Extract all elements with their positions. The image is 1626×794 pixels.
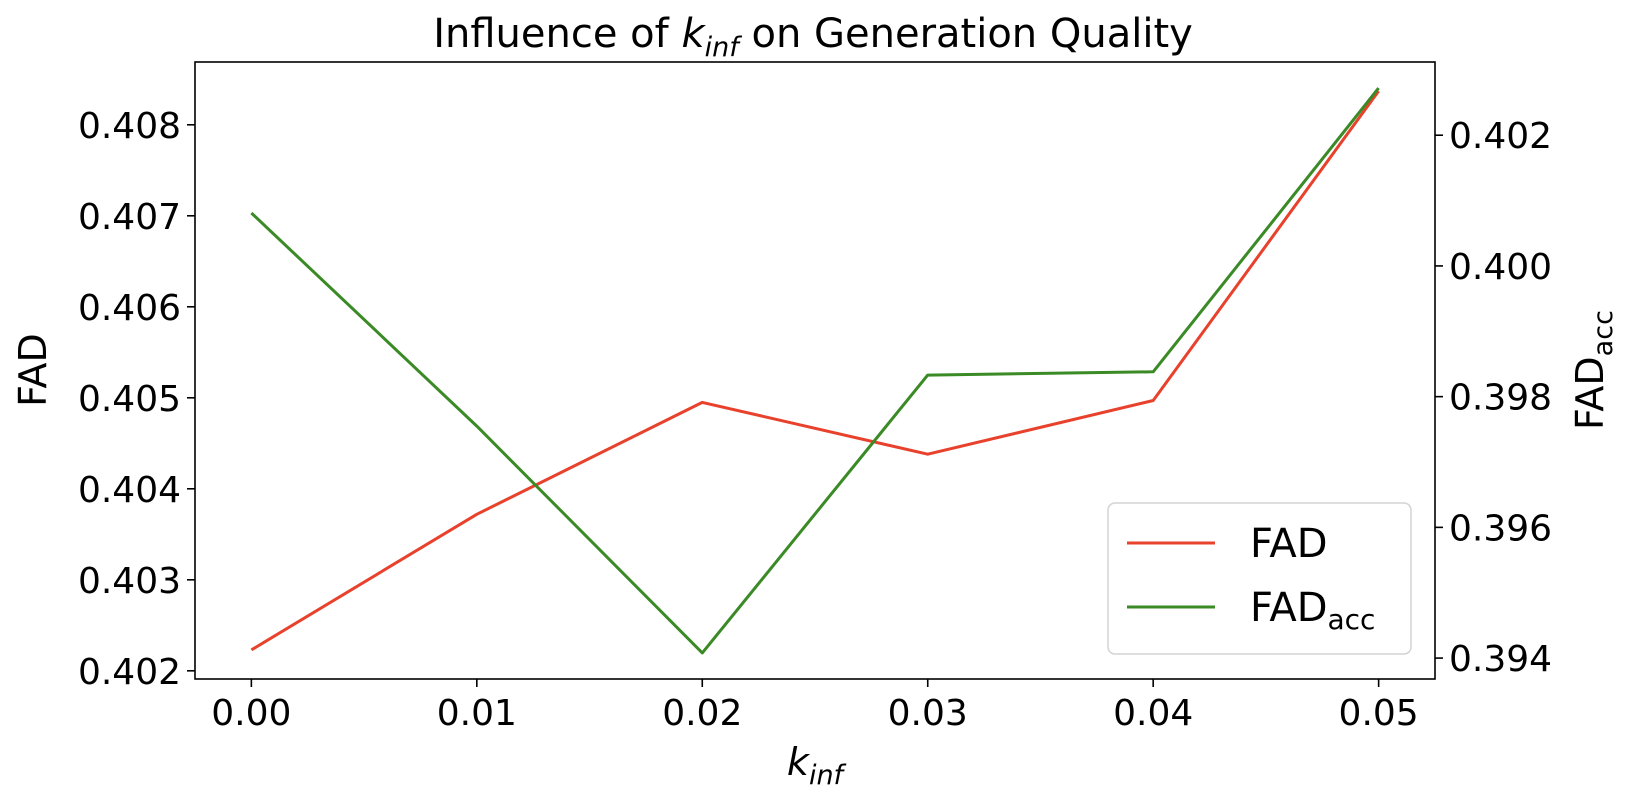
right-y-tick-label: 0.396 [1449, 508, 1552, 549]
series-lines [250, 87, 1380, 655]
chart-title: Influence of kinf on Generation Quality [433, 11, 1193, 63]
right-y-tick-label: 0.400 [1449, 247, 1552, 288]
legend-box [1107, 502, 1412, 655]
left-y-tick-label: 0.405 [78, 379, 181, 420]
left-y-tick-label: 0.407 [78, 197, 181, 238]
x-tick-label: 0.04 [1113, 693, 1193, 734]
left-y-axis-ticks: 0.402 0.403 0.404 0.405 0.406 0.407 0.408 [78, 106, 195, 693]
left-y-tick-label: 0.408 [78, 106, 181, 147]
right-y-axis-label: FADacc [1568, 310, 1619, 430]
left-y-tick-label: 0.404 [78, 470, 181, 511]
left-y-tick-label: 0.403 [78, 561, 181, 602]
series-line-fad-acc [250, 87, 1380, 655]
x-axis-ticks: 0.00 0.01 0.02 0.03 0.04 0.05 [211, 679, 1419, 734]
legend: FAD FADacc [1107, 502, 1412, 655]
left-y-axis-label: FAD [11, 333, 55, 407]
series-line-fad [250, 90, 1380, 652]
legend-label: FAD [1250, 521, 1328, 567]
x-tick-label: 0.01 [437, 693, 517, 734]
left-y-tick-label: 0.402 [78, 652, 181, 693]
x-tick-label: 0.05 [1339, 693, 1419, 734]
x-tick-label: 0.03 [888, 693, 968, 734]
x-tick-label: 0.02 [662, 693, 742, 734]
right-y-tick-label: 0.402 [1449, 116, 1552, 157]
legend-label: FADacc [1250, 585, 1375, 636]
plot-frame [194, 61, 1436, 680]
right-y-axis-ticks: 0.394 0.396 0.398 0.400 0.402 [1435, 116, 1552, 680]
x-axis-label: kinf [787, 740, 847, 791]
right-y-tick-label: 0.394 [1449, 639, 1552, 680]
right-y-tick-label: 0.398 [1449, 378, 1552, 419]
left-y-tick-label: 0.406 [78, 288, 181, 329]
x-tick-label: 0.00 [211, 693, 291, 734]
